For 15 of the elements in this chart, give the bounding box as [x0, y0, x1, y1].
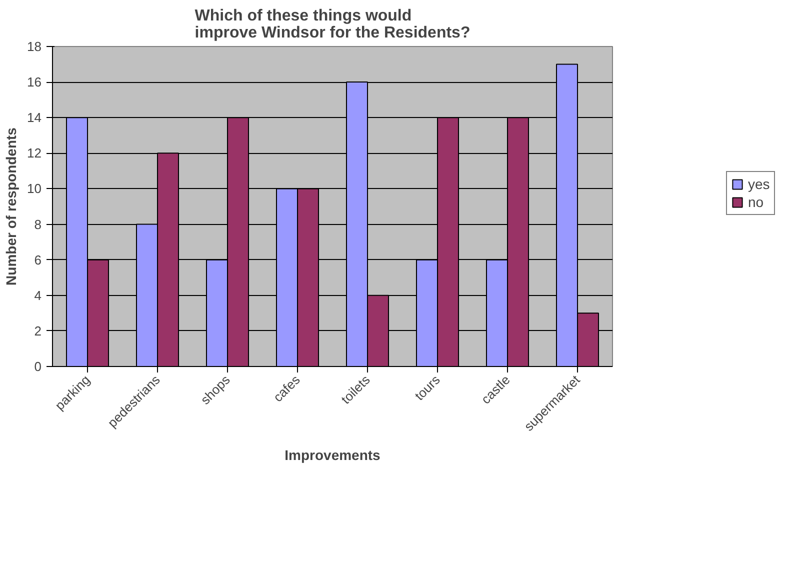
legend-label: yes [748, 176, 770, 192]
y-tick-label: 10 [27, 181, 42, 196]
y-tick-label: 12 [27, 146, 42, 161]
legend-label: no [748, 194, 765, 210]
y-tick-label: 8 [34, 216, 42, 232]
chart-title: Which of these things would improve Windsor for the Residents? [194, 8, 470, 42]
y-tick-label: 16 [27, 74, 42, 90]
y-tick-label: 18 [27, 39, 42, 54]
x-axis-title: Improvements [284, 447, 381, 464]
y-tick-label: 6 [34, 252, 42, 268]
y-tick-label: 0 [34, 359, 42, 374]
y-tick-label: 14 [27, 110, 42, 126]
y-axis-title: Number of respondents [3, 127, 20, 286]
y-tick-label: 2 [34, 323, 42, 338]
y-tick-label: 4 [34, 288, 42, 303]
